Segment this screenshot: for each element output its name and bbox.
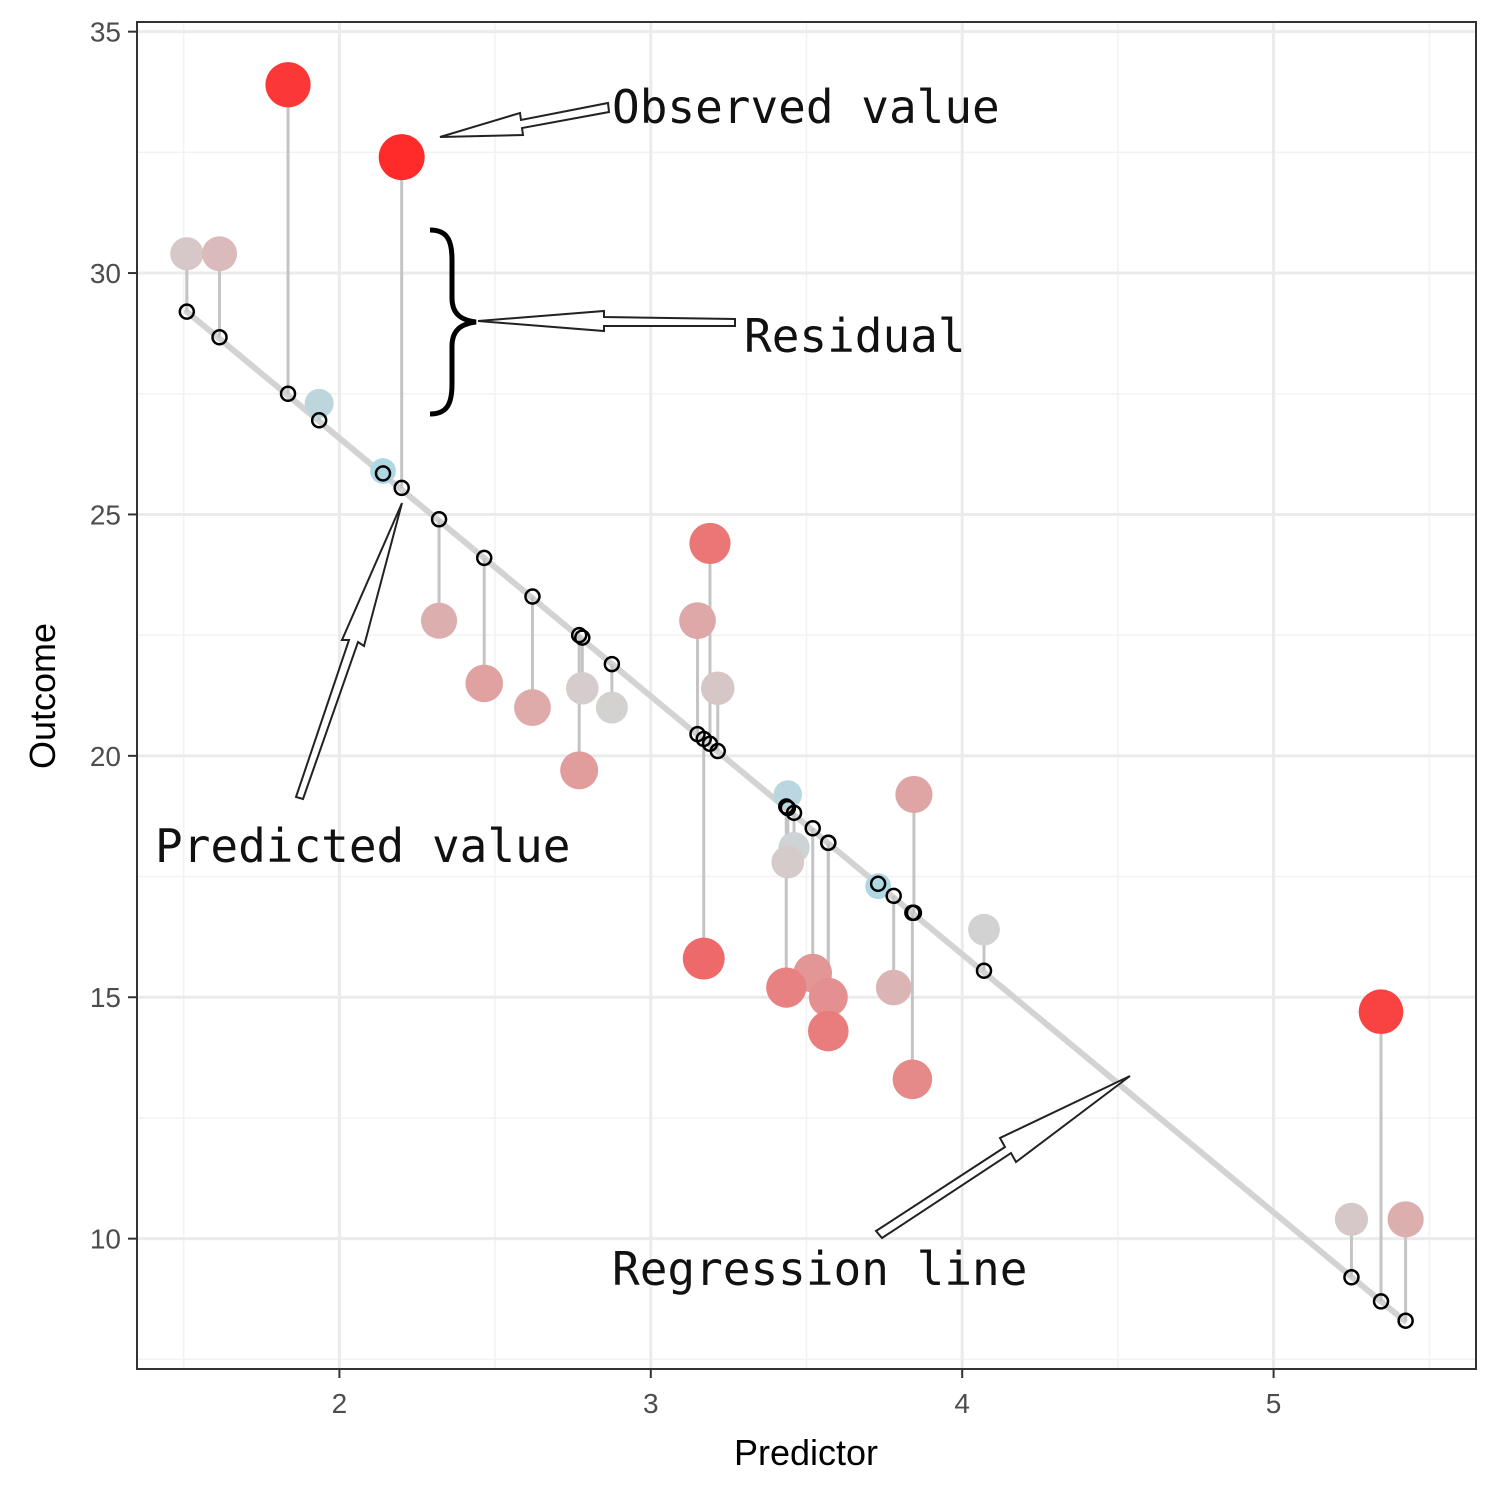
predicted-point	[1372, 1293, 1390, 1310]
predicted-point	[804, 820, 821, 837]
observed-point	[378, 134, 425, 181]
predicted-point	[1343, 1269, 1360, 1286]
predicted-point	[885, 887, 902, 905]
residual-label: Residual	[744, 309, 966, 363]
observed-point	[170, 237, 204, 271]
predicted-value-label: Predicted value	[155, 819, 570, 873]
x-axis-title: Predictor	[734, 1432, 878, 1473]
observed-point	[514, 689, 551, 726]
regression-line-arrow	[874, 1075, 1131, 1240]
y-tick-label: 25	[90, 499, 121, 530]
predicted-value-arrow	[294, 502, 403, 801]
y-axis-title: Outcome	[22, 623, 63, 769]
observed-point	[679, 602, 716, 640]
y-tick-label: 20	[90, 741, 121, 772]
observed-point	[1387, 1201, 1424, 1238]
observed-point	[875, 969, 912, 1006]
predicted-point	[574, 629, 591, 646]
y-tick-label: 30	[90, 258, 121, 289]
predicted-point	[178, 303, 196, 320]
predicted-point	[785, 804, 803, 822]
observed-point	[304, 388, 334, 418]
observed-points	[170, 62, 1424, 1238]
observed-point	[265, 62, 311, 108]
observed-point	[771, 845, 805, 879]
predicted-point	[310, 412, 328, 429]
observed-value-arrow	[439, 101, 611, 138]
residual-brace	[429, 227, 477, 417]
predicted-point	[524, 588, 541, 605]
y-tick-label: 10	[90, 1224, 121, 1255]
y-tick-label: 15	[90, 982, 121, 1013]
observed-point	[968, 913, 1000, 946]
residual-arrow	[477, 309, 736, 333]
observed-point	[202, 236, 238, 272]
observed-point	[595, 691, 628, 724]
predicted-point	[1397, 1312, 1414, 1329]
annotations: Observed value Residual Predicted value …	[155, 80, 1131, 1296]
observed-point	[565, 671, 599, 705]
predicted-point	[869, 875, 887, 893]
observed-value-label: Observed value	[612, 80, 1000, 134]
predicted-point	[570, 626, 588, 644]
observed-point	[808, 977, 848, 1017]
plot-border	[136, 21, 1477, 1370]
predicted-point	[279, 385, 297, 403]
predicted-point	[374, 465, 392, 482]
observed-point	[773, 780, 803, 809]
observed-point	[689, 522, 731, 565]
predicted-point	[905, 904, 923, 922]
predicted-point	[603, 655, 621, 673]
predicted-point	[709, 742, 727, 760]
major-gridlines	[137, 22, 1476, 1369]
predicted-points	[178, 303, 1414, 1329]
observed-point	[766, 967, 807, 1008]
observed-point	[682, 937, 725, 980]
x-tick-label: 3	[643, 1388, 659, 1419]
observed-point	[560, 751, 599, 790]
x-tick-label: 4	[954, 1388, 970, 1419]
predicted-point	[211, 329, 228, 346]
predicted-point	[975, 962, 993, 979]
predicted-point	[820, 834, 837, 852]
predicted-point	[475, 549, 493, 567]
observed-point	[465, 664, 504, 703]
observed-point	[1334, 1202, 1369, 1236]
x-tick-label: 5	[1266, 1388, 1282, 1419]
observed-point	[700, 671, 735, 706]
observed-point	[807, 1010, 849, 1052]
axis-ticks: 2 3 4 5 10 15 20 25 30 35	[90, 17, 1282, 1419]
y-tick-label: 35	[90, 17, 121, 48]
predicted-point	[393, 479, 410, 497]
predicted-point	[430, 511, 448, 528]
observed-point	[892, 1059, 933, 1100]
x-tick-label: 2	[332, 1388, 348, 1419]
observed-point	[1358, 989, 1404, 1035]
regression-line-label: Regression line	[612, 1242, 1027, 1296]
observed-point	[420, 602, 458, 639]
observed-point	[895, 775, 933, 814]
